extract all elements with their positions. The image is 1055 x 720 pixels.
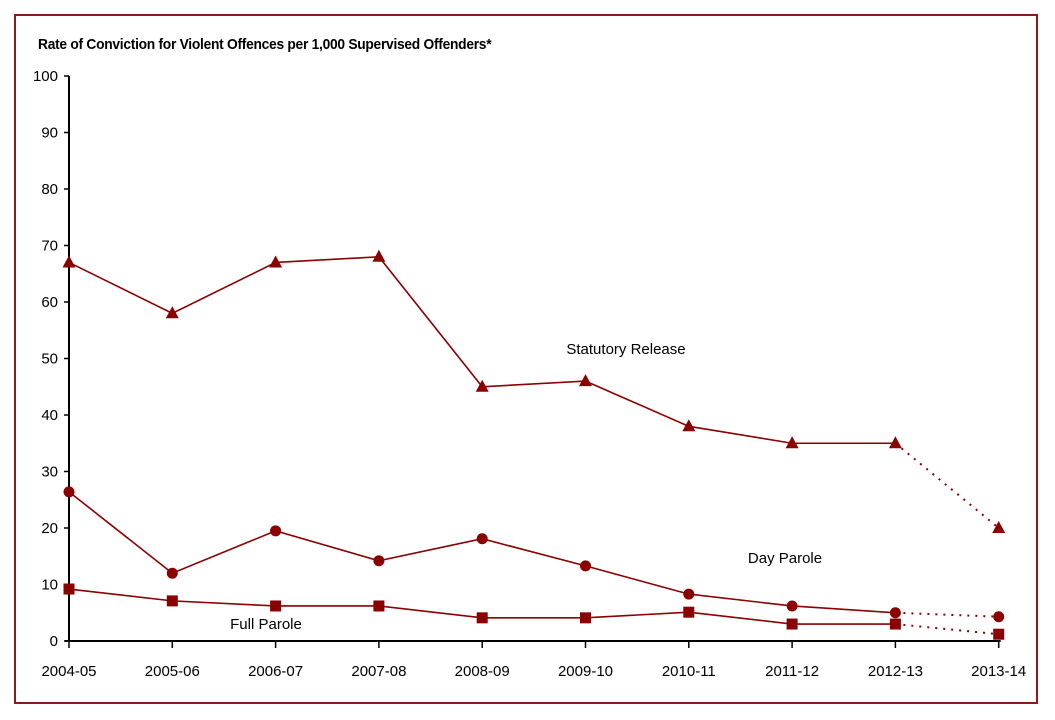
x-tick-label: 2010-11: [662, 663, 716, 680]
y-tick-label: 0: [50, 633, 58, 650]
y-tick-label: 30: [41, 464, 58, 481]
chart-title: Rate of Conviction for Violent Offences …: [38, 36, 492, 53]
circle-marker: [993, 611, 1005, 623]
triangle-marker: [269, 255, 283, 268]
x-tick-label: 2013-14: [971, 663, 1026, 680]
triangle-marker: [62, 255, 76, 268]
y-tick-label: 100: [33, 68, 58, 85]
x-tick-label: 2005-06: [145, 663, 200, 680]
x-tick-label: 2006-07: [248, 663, 303, 680]
series-line-dotted: [894, 442, 1000, 529]
triangle-marker: [372, 249, 386, 262]
square-marker: [580, 612, 591, 624]
y-tick-label: 90: [41, 125, 58, 142]
triangle-marker: [579, 374, 592, 387]
y-tick-label: 20: [41, 520, 58, 537]
x-tick-label: 2012-13: [868, 663, 923, 680]
square-marker: [166, 595, 178, 607]
square-marker: [786, 618, 798, 630]
square-marker: [993, 628, 1005, 640]
series-line-dotted: [895, 611, 999, 618]
x-tick-label: 2007-08: [351, 663, 406, 680]
triangle-marker: [475, 379, 489, 392]
x-tick-label: 2008-09: [455, 663, 510, 680]
circle-marker: [166, 567, 178, 579]
x-tick-label: 2009-10: [558, 663, 613, 680]
x-tick-label: 2004-05: [41, 663, 96, 680]
y-tick-label: 70: [41, 238, 58, 255]
circle-marker: [373, 555, 385, 567]
triangle-marker: [165, 306, 179, 319]
circle-marker: [580, 560, 591, 572]
square-marker: [476, 612, 488, 624]
triangle-marker: [888, 436, 902, 449]
series-line: [68, 255, 896, 445]
series-label: Full Parole: [230, 616, 302, 633]
square-marker: [889, 618, 901, 630]
series-label: Statutory Release: [566, 341, 685, 358]
x-tick-label: 2011-12: [765, 663, 819, 680]
y-tick-label: 80: [41, 181, 58, 198]
series-line-dotted: [895, 623, 999, 636]
chart-frame: [14, 14, 1038, 704]
series-label: Day Parole: [748, 550, 822, 567]
circle-marker: [63, 486, 75, 498]
circle-marker: [683, 588, 695, 600]
y-tick-label: 50: [41, 351, 58, 368]
triangle-marker: [785, 436, 799, 449]
circle-marker: [786, 600, 798, 612]
circle-marker: [889, 607, 901, 619]
square-marker: [683, 606, 695, 618]
square-marker: [270, 600, 282, 612]
circle-marker: [270, 525, 282, 537]
triangle-marker: [682, 419, 696, 432]
y-tick-label: 40: [41, 407, 58, 424]
y-tick-label: 10: [41, 577, 58, 594]
square-marker: [63, 583, 75, 595]
circle-marker: [476, 533, 488, 545]
y-tick-label: 60: [41, 294, 58, 311]
triangle-marker: [992, 521, 1006, 533]
square-marker: [373, 600, 385, 612]
